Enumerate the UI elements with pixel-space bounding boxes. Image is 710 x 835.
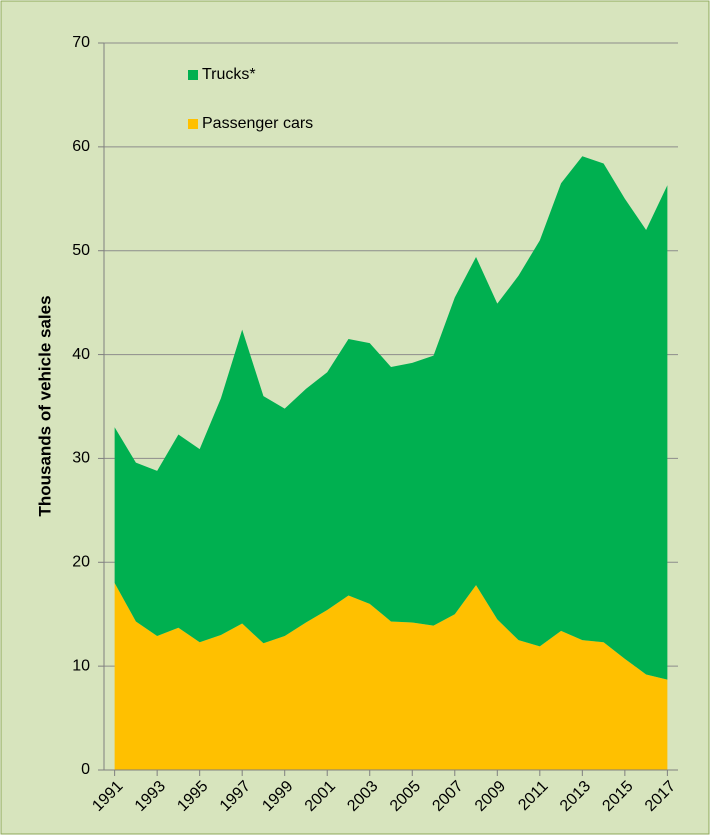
legend-label: Passenger cars xyxy=(202,115,313,132)
y-tick-label: 70 xyxy=(72,34,90,51)
area xyxy=(114,583,668,770)
y-tick-label: 50 xyxy=(72,242,90,259)
y-tick-label: 0 xyxy=(81,761,90,778)
legend-swatch xyxy=(188,119,198,129)
y-tick-label: 20 xyxy=(72,554,90,571)
y-tick-label: 40 xyxy=(72,346,90,363)
y-axis-label: Thousands of vehicle sales xyxy=(35,295,54,516)
legend-label: Trucks* xyxy=(202,66,256,83)
legend-swatch xyxy=(188,70,198,80)
y-tick-label: 60 xyxy=(72,138,90,155)
y-tick-label: 10 xyxy=(72,657,90,674)
area xyxy=(114,156,668,680)
y-tick-label: 30 xyxy=(72,450,90,467)
